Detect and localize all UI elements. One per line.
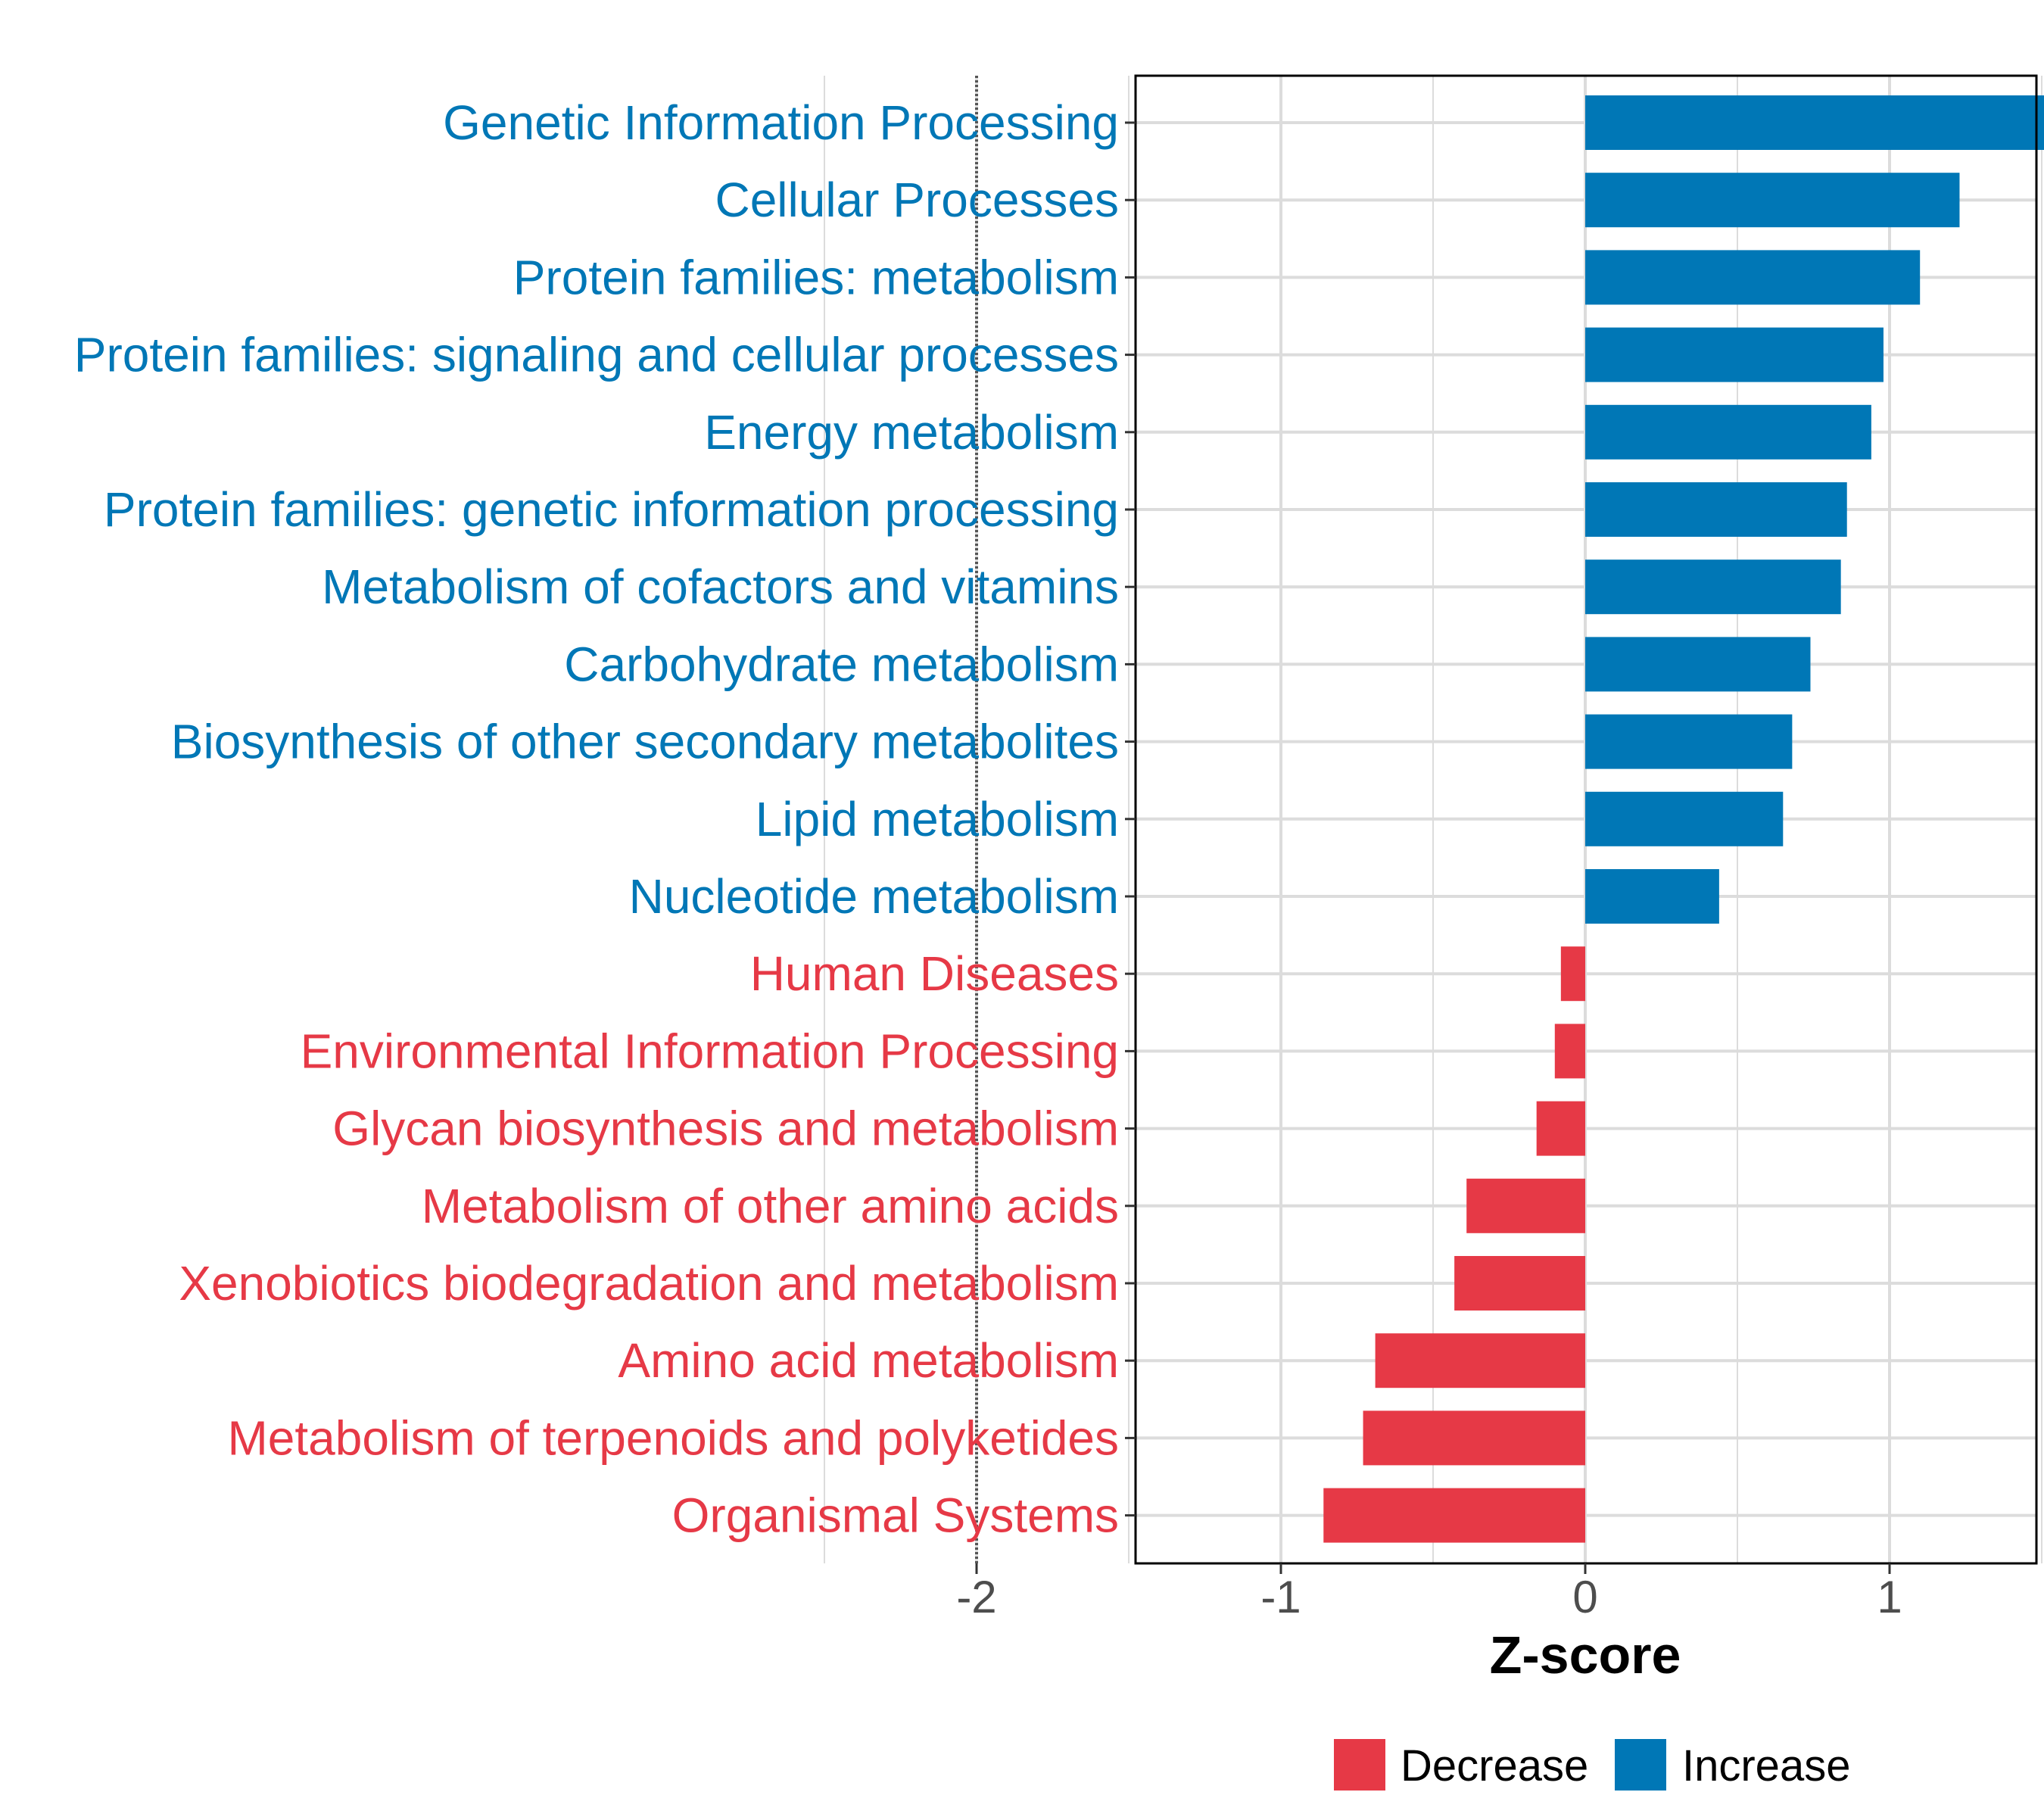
legend-label-decrease: Decrease xyxy=(1401,1741,1588,1791)
bar xyxy=(1560,946,1585,1002)
bar xyxy=(1554,1024,1585,1079)
bar xyxy=(1585,95,2044,150)
category-label: Organismal Systems xyxy=(672,1488,1119,1543)
bar xyxy=(1585,327,1884,382)
bar xyxy=(1585,250,1921,305)
category-label: Metabolism of terpenoids and polyketides xyxy=(227,1410,1119,1465)
bar xyxy=(1536,1101,1585,1156)
bar xyxy=(1585,482,1847,537)
category-label: Metabolism of cofactors and vitamins xyxy=(322,559,1119,614)
category-labels: Genetic Information Processing Cellular P… xyxy=(74,95,1136,1543)
category-label: Genetic Information Processing xyxy=(443,95,1119,150)
bar xyxy=(1323,1488,1585,1543)
category-label: Carbohydrate metabolism xyxy=(564,637,1119,691)
bars xyxy=(1323,95,2044,1543)
category-label: Metabolism of other amino acids xyxy=(422,1179,1119,1233)
bar xyxy=(1585,869,1719,924)
x-tick-label: 0 xyxy=(1572,1572,1597,1622)
legend-key-increase xyxy=(1615,1739,1666,1791)
x-axis-ticks: -2-1012 xyxy=(956,1563,1902,1622)
x-tick-label: -2 xyxy=(956,1572,996,1622)
category-label: Environmental Information Processing xyxy=(301,1024,1119,1078)
category-label: Energy metabolism xyxy=(704,405,1119,460)
category-label: Protein families: metabolism xyxy=(513,250,1119,304)
bar xyxy=(1585,637,1811,692)
bar xyxy=(1585,559,1841,615)
category-label: Biosynthesis of other secondary metaboli… xyxy=(171,715,1119,769)
bar xyxy=(1585,791,1784,846)
bar xyxy=(1466,1178,1585,1233)
x-axis-title: Z-score xyxy=(1490,1625,1681,1685)
bar xyxy=(1375,1333,1585,1388)
bar xyxy=(1585,173,1960,228)
legend: Decrease Increase xyxy=(1334,1739,1850,1791)
category-label: Protein families: signaling and cellular… xyxy=(74,328,1119,382)
category-label: Xenobiotics biodegradation and metabolis… xyxy=(179,1256,1119,1311)
category-label: Cellular Processes xyxy=(715,173,1119,227)
category-label: Amino acid metabolism xyxy=(618,1333,1119,1388)
category-label: Human Diseases xyxy=(750,946,1119,1001)
category-label: Protein families: genetic information pr… xyxy=(104,482,1119,537)
x-tick-label: 1 xyxy=(1877,1572,1902,1622)
legend-key-decrease xyxy=(1334,1739,1385,1791)
bar xyxy=(1363,1410,1585,1466)
category-label: Glycan biosynthesis and metabolism xyxy=(332,1102,1119,1156)
category-label: Nucleotide metabolism xyxy=(629,869,1119,924)
bar xyxy=(1585,714,1793,769)
bar xyxy=(1585,404,1871,460)
category-label: Lipid metabolism xyxy=(756,792,1119,846)
legend-label-increase: Increase xyxy=(1682,1741,1850,1791)
x-tick-label: -1 xyxy=(1260,1572,1301,1622)
bar xyxy=(1454,1256,1585,1311)
